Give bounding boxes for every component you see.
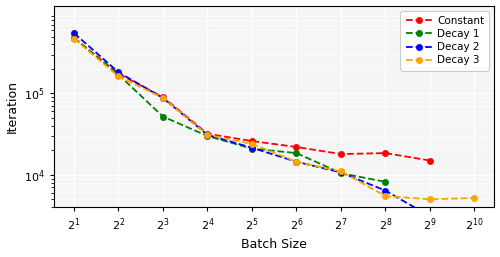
X-axis label: Batch Size: Batch Size xyxy=(242,238,307,251)
Decay 2 xyxy=(338,171,344,174)
Decay 3 xyxy=(204,133,210,136)
Decay 3 xyxy=(116,75,121,78)
Constant xyxy=(382,152,388,155)
Decay 2 xyxy=(427,215,433,218)
Decay 1 xyxy=(160,115,166,118)
Constant xyxy=(249,140,255,143)
Decay 3 xyxy=(71,37,77,40)
Decay 1 xyxy=(71,36,77,40)
Y-axis label: Iteration: Iteration xyxy=(6,80,18,133)
Line: Decay 3: Decay 3 xyxy=(71,35,478,203)
Legend: Constant, Decay 1, Decay 2, Decay 3: Constant, Decay 1, Decay 2, Decay 3 xyxy=(400,11,489,71)
Decay 3 xyxy=(294,160,300,163)
Decay 2 xyxy=(472,220,478,223)
Decay 2 xyxy=(204,133,210,136)
Decay 1 xyxy=(204,134,210,137)
Constant xyxy=(427,159,433,162)
Decay 1 xyxy=(116,73,121,76)
Decay 2 xyxy=(116,71,121,74)
Constant xyxy=(338,153,344,156)
Decay 3 xyxy=(472,196,478,199)
Decay 3 xyxy=(338,170,344,173)
Line: Decay 1: Decay 1 xyxy=(71,35,388,185)
Decay 2 xyxy=(71,32,77,35)
Decay 1 xyxy=(294,152,300,155)
Decay 2 xyxy=(249,146,255,149)
Decay 2 xyxy=(294,160,300,163)
Line: Decay 2: Decay 2 xyxy=(71,30,478,224)
Line: Constant: Constant xyxy=(71,35,433,164)
Decay 3 xyxy=(427,198,433,201)
Decay 3 xyxy=(382,195,388,198)
Decay 1 xyxy=(338,172,344,175)
Constant xyxy=(71,36,77,40)
Decay 1 xyxy=(249,147,255,150)
Constant xyxy=(160,96,166,99)
Constant xyxy=(116,72,121,75)
Decay 3 xyxy=(160,96,166,99)
Decay 3 xyxy=(249,142,255,145)
Constant xyxy=(294,145,300,149)
Constant xyxy=(204,132,210,135)
Decay 2 xyxy=(160,96,166,99)
Decay 1 xyxy=(382,180,388,183)
Decay 2 xyxy=(382,189,388,192)
